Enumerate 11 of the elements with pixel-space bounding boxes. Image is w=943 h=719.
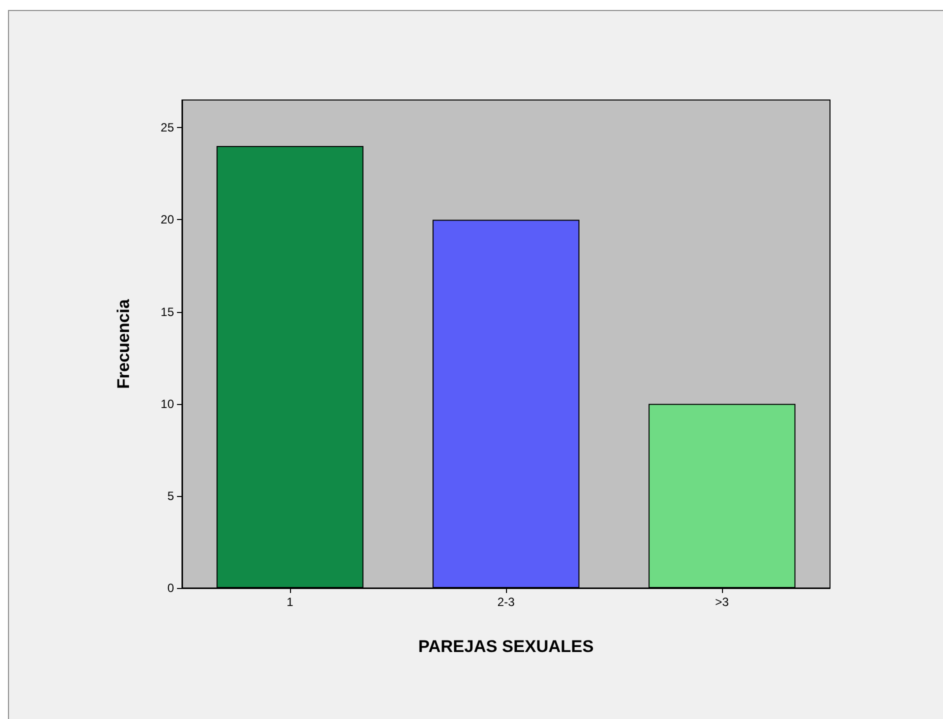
- y-tick-label: 5: [167, 488, 174, 503]
- x-tick-label: >3: [715, 595, 730, 609]
- y-tick-label: 20: [160, 212, 174, 227]
- x-tick-label: 2-3: [497, 595, 515, 609]
- y-tick-label: 0: [167, 581, 174, 595]
- x-axis-title: PAREJAS SEXUALES: [418, 637, 594, 656]
- y-tick-label: 15: [160, 304, 174, 319]
- x-tick-label: 1: [286, 595, 294, 609]
- y-tick-label: 10: [160, 396, 174, 411]
- y-axis-title: Frecuencia: [114, 298, 133, 389]
- y-tick-label: 25: [160, 120, 174, 135]
